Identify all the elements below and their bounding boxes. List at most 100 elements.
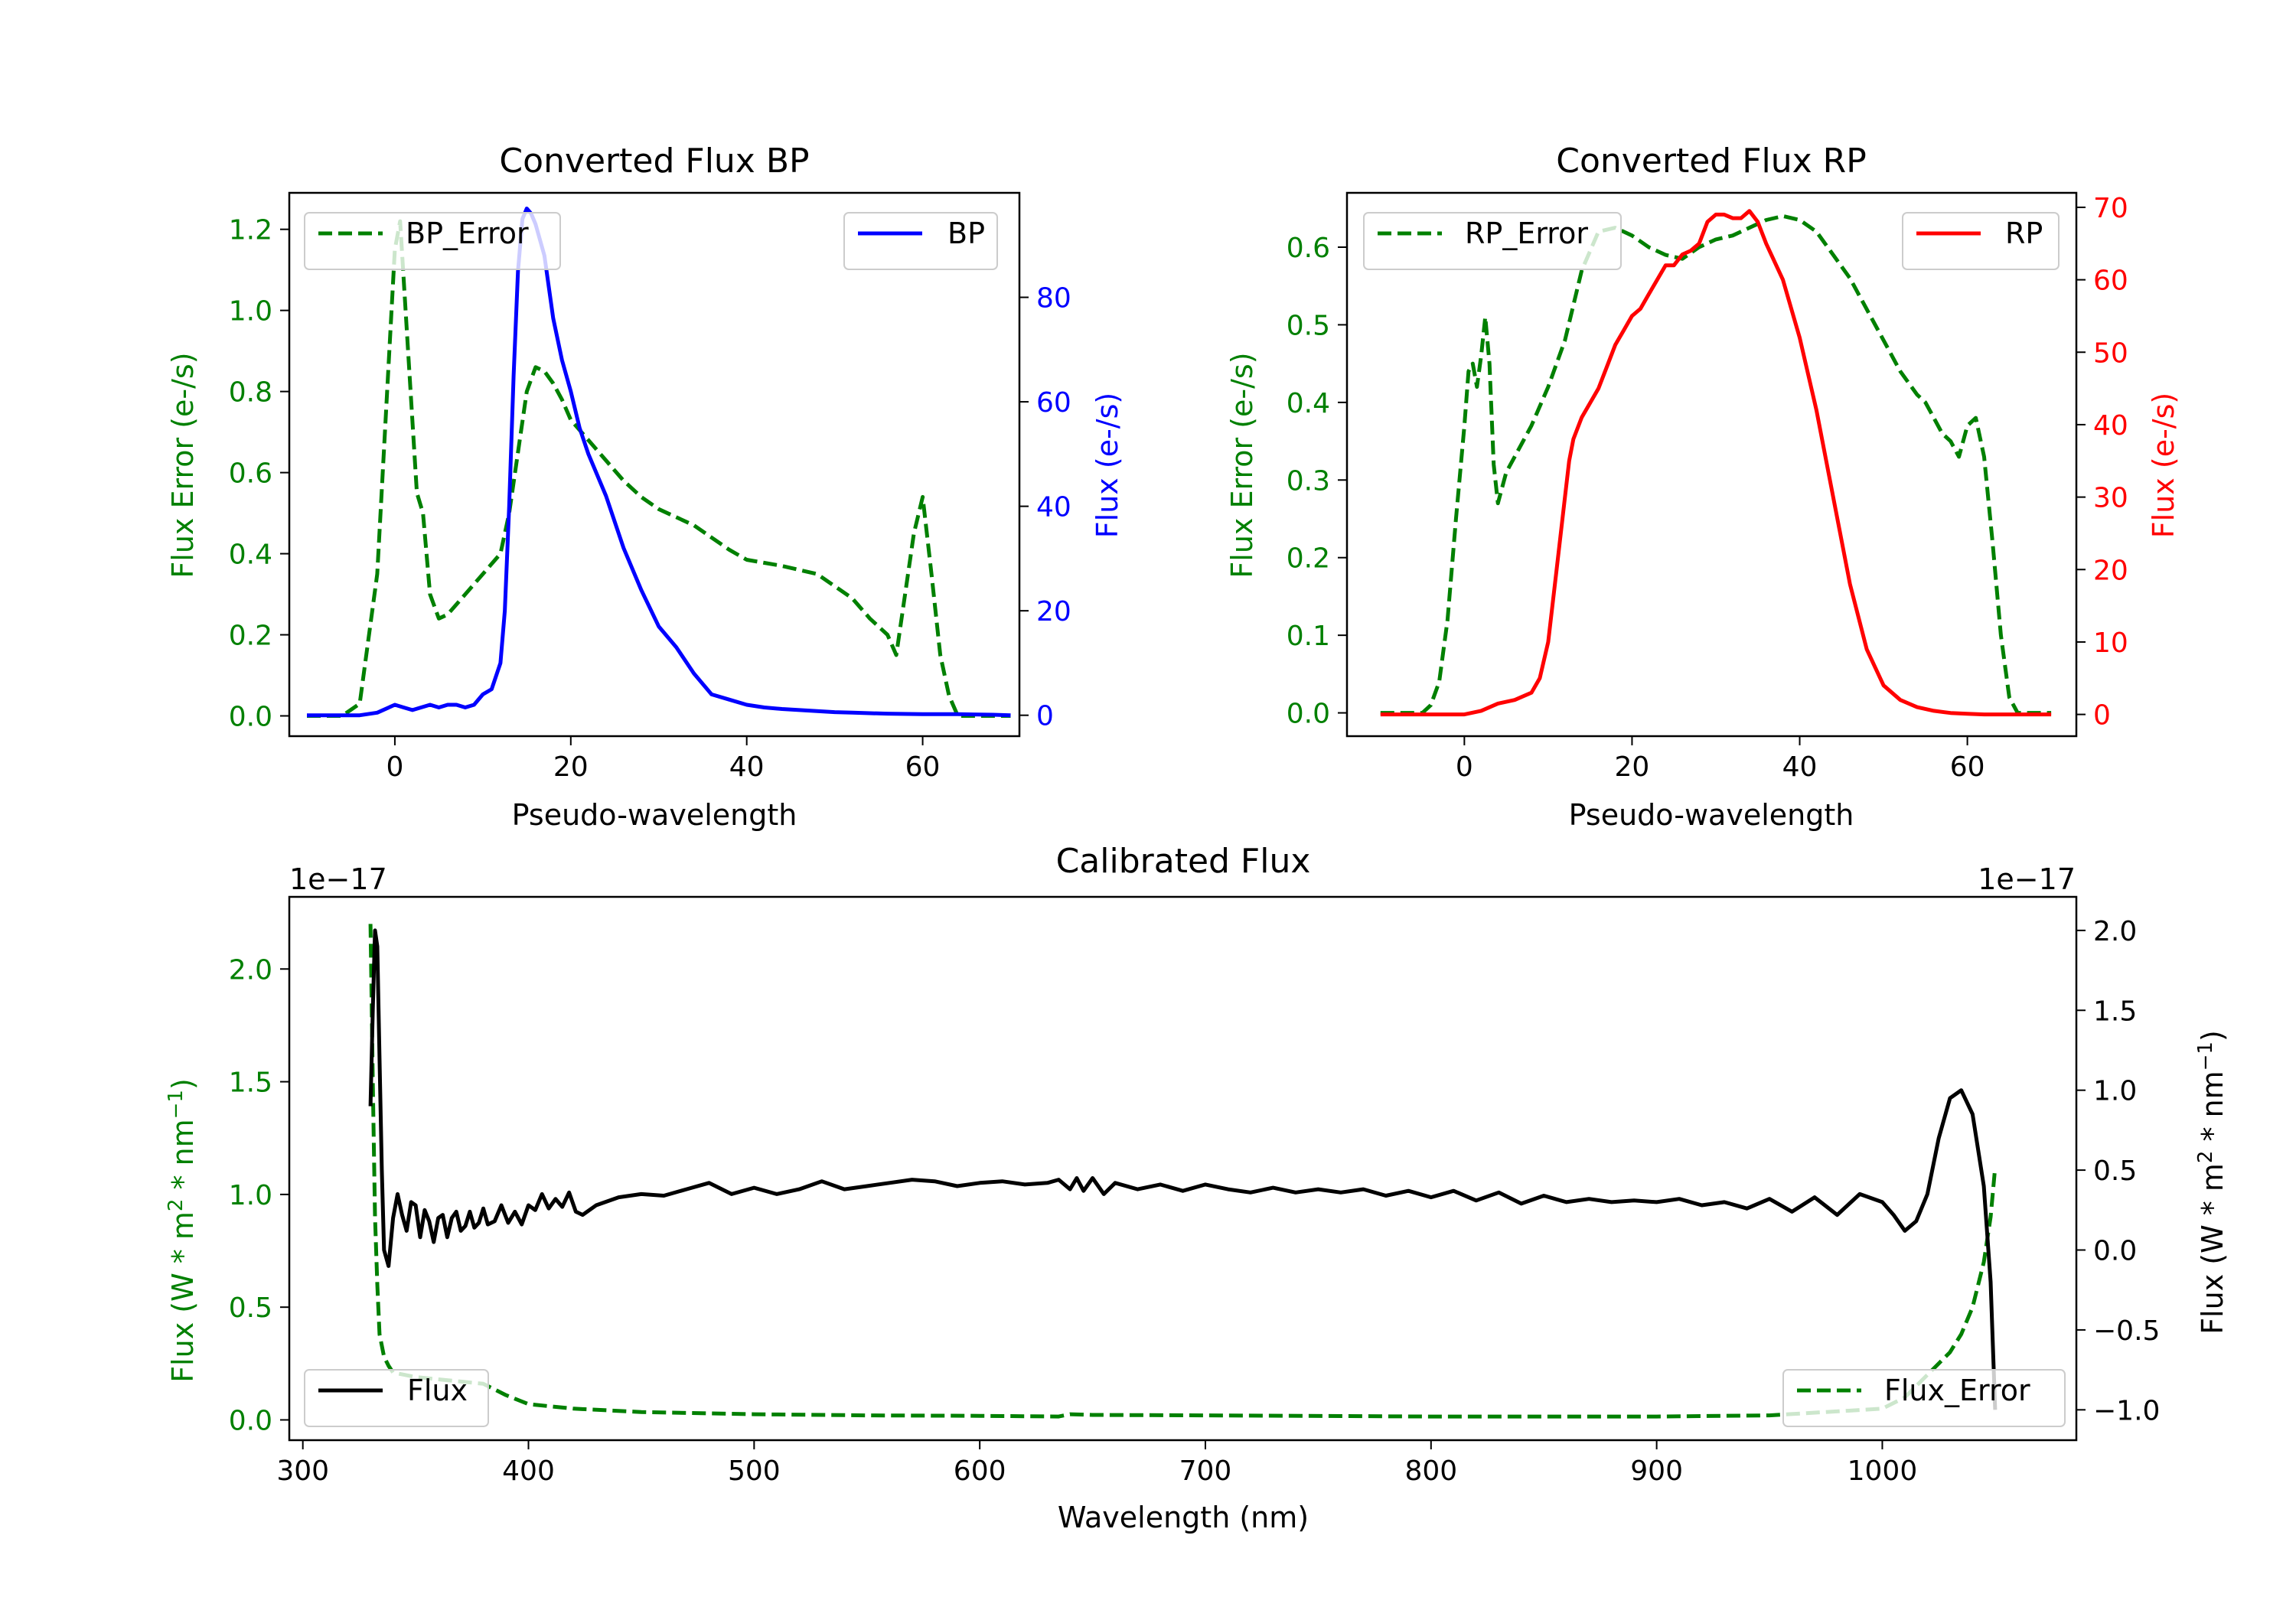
- rp-legend-flux-frame: [1902, 212, 2060, 270]
- bp-x-tick-label: 60: [905, 751, 941, 783]
- calibrated-x-tick-label: 400: [502, 1455, 555, 1487]
- calibrated-x-tick-label: 500: [728, 1455, 781, 1487]
- calibrated-right-ylabel-mid: * nm: [2196, 1071, 2229, 1150]
- calibrated-right-y-tick-label: −1.0: [2093, 1395, 2160, 1426]
- calibrated-left-y-axis-label: Flux (W * m2 * nm−1): [165, 1078, 200, 1383]
- calibrated-left-y-tick-label: 1.5: [229, 1068, 272, 1099]
- bp-series-bp-error-line: [307, 219, 1011, 718]
- rp-right-y-tick-label: 40: [2093, 410, 2128, 442]
- rp-right-y-tick-label: 0: [2093, 700, 2111, 732]
- bp-right-y-tick-label: 60: [1036, 387, 1071, 419]
- calibrated-plot-area: 300 400 500 600 700 800 900 1000 0.0 0.5 1.0 1.5 2.0…: [229, 895, 2160, 1487]
- rp-right-y-tick-label: 30: [2093, 483, 2128, 514]
- calibrated-legend-flux-label: Flux: [407, 1374, 468, 1407]
- rp-axes-frame: [1345, 191, 2078, 738]
- calibrated-legend-error-label: Flux_Error: [1884, 1374, 2030, 1407]
- rp-x-axis-label: Pseudo-wavelength: [1569, 798, 1854, 832]
- bp-x-tick-label: 40: [729, 751, 765, 783]
- bp-panel-title: Converted Flux BP: [499, 142, 809, 181]
- bp-left-y-tick-label: 1.0: [229, 296, 272, 328]
- calibrated-right-y-tick-label: 0.0: [2093, 1236, 2137, 1267]
- bp-x-tick-label: 0: [386, 751, 403, 783]
- rp-right-y-tick-label: 10: [2093, 627, 2128, 659]
- rp-right-y-tick-label: 20: [2093, 555, 2128, 586]
- bp-x-tick-label: 20: [553, 751, 589, 783]
- bp-left-y-tick-label: 0.2: [229, 621, 272, 652]
- calibrated-right-y-tick-label: 2.0: [2093, 916, 2137, 947]
- rp-legend-flux-label: RP: [2005, 217, 2043, 250]
- rp-right-y-tick-label: 70: [2093, 193, 2128, 224]
- calibrated-legend-flux-frame: [304, 1369, 489, 1427]
- calibrated-right-y-tick-label: 1.5: [2093, 996, 2137, 1027]
- calibrated-right-y-tick-label: −0.5: [2093, 1315, 2160, 1347]
- calibrated-left-y-tick-label: 1.0: [229, 1180, 272, 1211]
- bp-left-y-tick-label: 0.4: [229, 539, 272, 571]
- rp-left-y-tick-label: 0.0: [1287, 699, 1330, 730]
- calibrated-x-tick-label: 800: [1404, 1455, 1457, 1487]
- calibrated-axes-frame: [288, 895, 2078, 1442]
- calibrated-x-axis-label: Wavelength (nm): [1058, 1501, 1309, 1534]
- rp-left-y-tick-label: 0.6: [1287, 233, 1330, 264]
- rp-panel-title: Converted Flux RP: [1556, 142, 1867, 181]
- rp-x-tick-label: 20: [1615, 751, 1650, 783]
- rp-series-rp-line: [1380, 209, 2052, 717]
- bp-left-y-tick-label: 1.2: [229, 215, 272, 246]
- calibrated-left-ylabel-suffix: ): [166, 1078, 200, 1090]
- bp-x-axis-label: Pseudo-wavelength: [512, 798, 797, 832]
- calibrated-x-tick-label: 600: [954, 1455, 1006, 1487]
- bp-right-y-tick-label: 40: [1036, 492, 1071, 523]
- rp-legend-error-frame: [1363, 212, 1622, 270]
- calibrated-flux-panel: 300 400 500 600 700 800 900 1000 0.0 0.5 1.0 1.5 2.0…: [165, 842, 2229, 1534]
- rp-x-tick-label: 0: [1456, 751, 1473, 783]
- calibrated-legend-error-frame: [1782, 1369, 2066, 1427]
- calibrated-left-y-tick-label: 0.5: [229, 1292, 272, 1324]
- bp-left-y-tick-label: 0.6: [229, 458, 272, 490]
- calibrated-right-ylabel-prefix: Flux (W * m: [2196, 1163, 2229, 1335]
- bp-right-y-tick-label: 20: [1036, 596, 1071, 627]
- bp-right-y-tick-label: 0: [1036, 701, 1054, 732]
- calibrated-right-offset-text: 1e−17: [1978, 862, 2076, 896]
- bp-legend-flux-frame: [843, 212, 998, 270]
- bp-left-y-tick-label: 0.0: [229, 702, 272, 733]
- calibrated-panel-title: Calibrated Flux: [1056, 842, 1311, 881]
- rp-right-y-tick-label: 60: [2093, 266, 2128, 297]
- bp-axes-frame: [288, 191, 1021, 738]
- calibrated-left-ylabel-prefix: Flux (W * m: [166, 1211, 200, 1383]
- rp-left-y-tick-label: 0.5: [1287, 310, 1330, 341]
- rp-right-y-axis-label: Flux (e-/s): [2147, 393, 2180, 538]
- rp-right-y-tick-label: 50: [2093, 337, 2128, 369]
- calibrated-x-tick-label: 300: [276, 1455, 329, 1487]
- rp-plot-area: 0 20 40 60 0.0 0.1 0.2 0.3 0.4 0.5 0.6 0 10 20 30 40 50 6…: [1287, 191, 2128, 783]
- bp-right-y-axis-label: Flux (e-/s): [1091, 393, 1124, 538]
- calibrated-left-ylabel-sup2: 2: [165, 1199, 188, 1212]
- rp-left-y-tick-label: 0.1: [1287, 621, 1330, 652]
- calibrated-series-flux-error-line: [368, 924, 1998, 1419]
- rp-x-tick-label: 60: [1950, 751, 1985, 783]
- bp-legend-flux-label: BP: [947, 217, 985, 250]
- rp-x-tick-label: 40: [1782, 751, 1818, 783]
- bp-legend-error-label: BP_Error: [406, 217, 529, 250]
- bp-legend-flux: BP: [843, 212, 998, 270]
- calibrated-right-ylabel-supneg1: −1: [2194, 1041, 2217, 1071]
- calibrated-right-y-tick-label: 1.0: [2093, 1076, 2137, 1107]
- calibrated-legend-error: Flux_Error: [1782, 1369, 2066, 1427]
- bp-series-bp-line: [307, 207, 1011, 718]
- rp-left-y-axis-label: Flux Error (e-/s): [1225, 352, 1259, 578]
- rp-left-y-tick-label: 0.4: [1287, 388, 1330, 419]
- calibrated-right-y-axis-label: Flux (W * m2 * nm−1): [2194, 1030, 2229, 1335]
- rp-left-y-tick-label: 0.2: [1287, 543, 1330, 575]
- rp-legend-error-label: RP_Error: [1465, 217, 1588, 250]
- bp-legend-error: BP_Error: [304, 212, 561, 270]
- rp-flux-panel: 0 20 40 60 0.0 0.1 0.2 0.3 0.4 0.5 0.6 0 10 20 30 40 50 6…: [1225, 142, 2180, 832]
- calibrated-left-y-tick-label: 0.0: [229, 1405, 272, 1436]
- calibrated-right-ylabel-suffix: ): [2196, 1030, 2229, 1041]
- bp-plot-area: 0 20 40 60 0.0 0.2 0.4 0.6 0.8 1.0 1.2 0 20 40 60 80: [229, 191, 1071, 783]
- bp-right-y-tick-label: 80: [1036, 283, 1071, 315]
- calibrated-legend-flux: Flux: [304, 1369, 489, 1427]
- calibrated-series-flux-line: [368, 928, 1998, 1410]
- rp-left-y-tick-label: 0.3: [1287, 465, 1330, 497]
- bp-left-y-tick-label: 0.8: [229, 377, 272, 409]
- rp-legend-error: RP_Error: [1363, 212, 1622, 270]
- calibrated-x-tick-label: 1000: [1848, 1455, 1918, 1487]
